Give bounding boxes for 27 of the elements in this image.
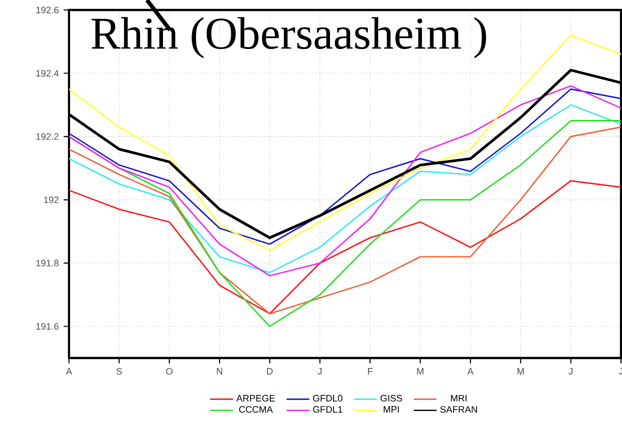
y-tick-label: 192: [44, 196, 58, 204]
x-tick-label: M: [518, 368, 524, 374]
legend-label: GFDL1: [313, 406, 342, 413]
legend-label: MRI: [451, 394, 467, 402]
chart-title: Rhin (Obersaasheim ): [92, 17, 486, 58]
y-tick-label: 192.2: [36, 133, 58, 140]
x-tick-label: M: [417, 368, 424, 374]
x-tick-label: A: [467, 368, 474, 374]
x-tick-label: A: [66, 368, 72, 374]
y-tick-label: 192.4: [36, 70, 59, 77]
legend-label: MPI: [384, 406, 399, 413]
legend-label: GFDL0: [313, 394, 342, 402]
y-tick-label: 191.6: [36, 323, 59, 330]
x-tick-label: J: [568, 368, 572, 375]
legend-label: GISS: [380, 394, 402, 402]
legend-label: SAFRAN: [440, 406, 477, 413]
legend-label: ARPEGE: [236, 394, 275, 402]
x-tick-label: O: [166, 368, 173, 375]
x-tick-label: J: [318, 368, 322, 375]
legend-label: CCCMA: [239, 406, 273, 413]
x-tick-label: S: [116, 368, 122, 375]
line-series: [69, 180, 621, 314]
y-tick-label: 191.8: [36, 260, 59, 266]
y-tick-label: 192.6: [36, 6, 59, 14]
x-tick-label: D: [267, 368, 273, 374]
x-tick-label: F: [368, 368, 373, 374]
x-tick-label: N: [216, 368, 222, 374]
